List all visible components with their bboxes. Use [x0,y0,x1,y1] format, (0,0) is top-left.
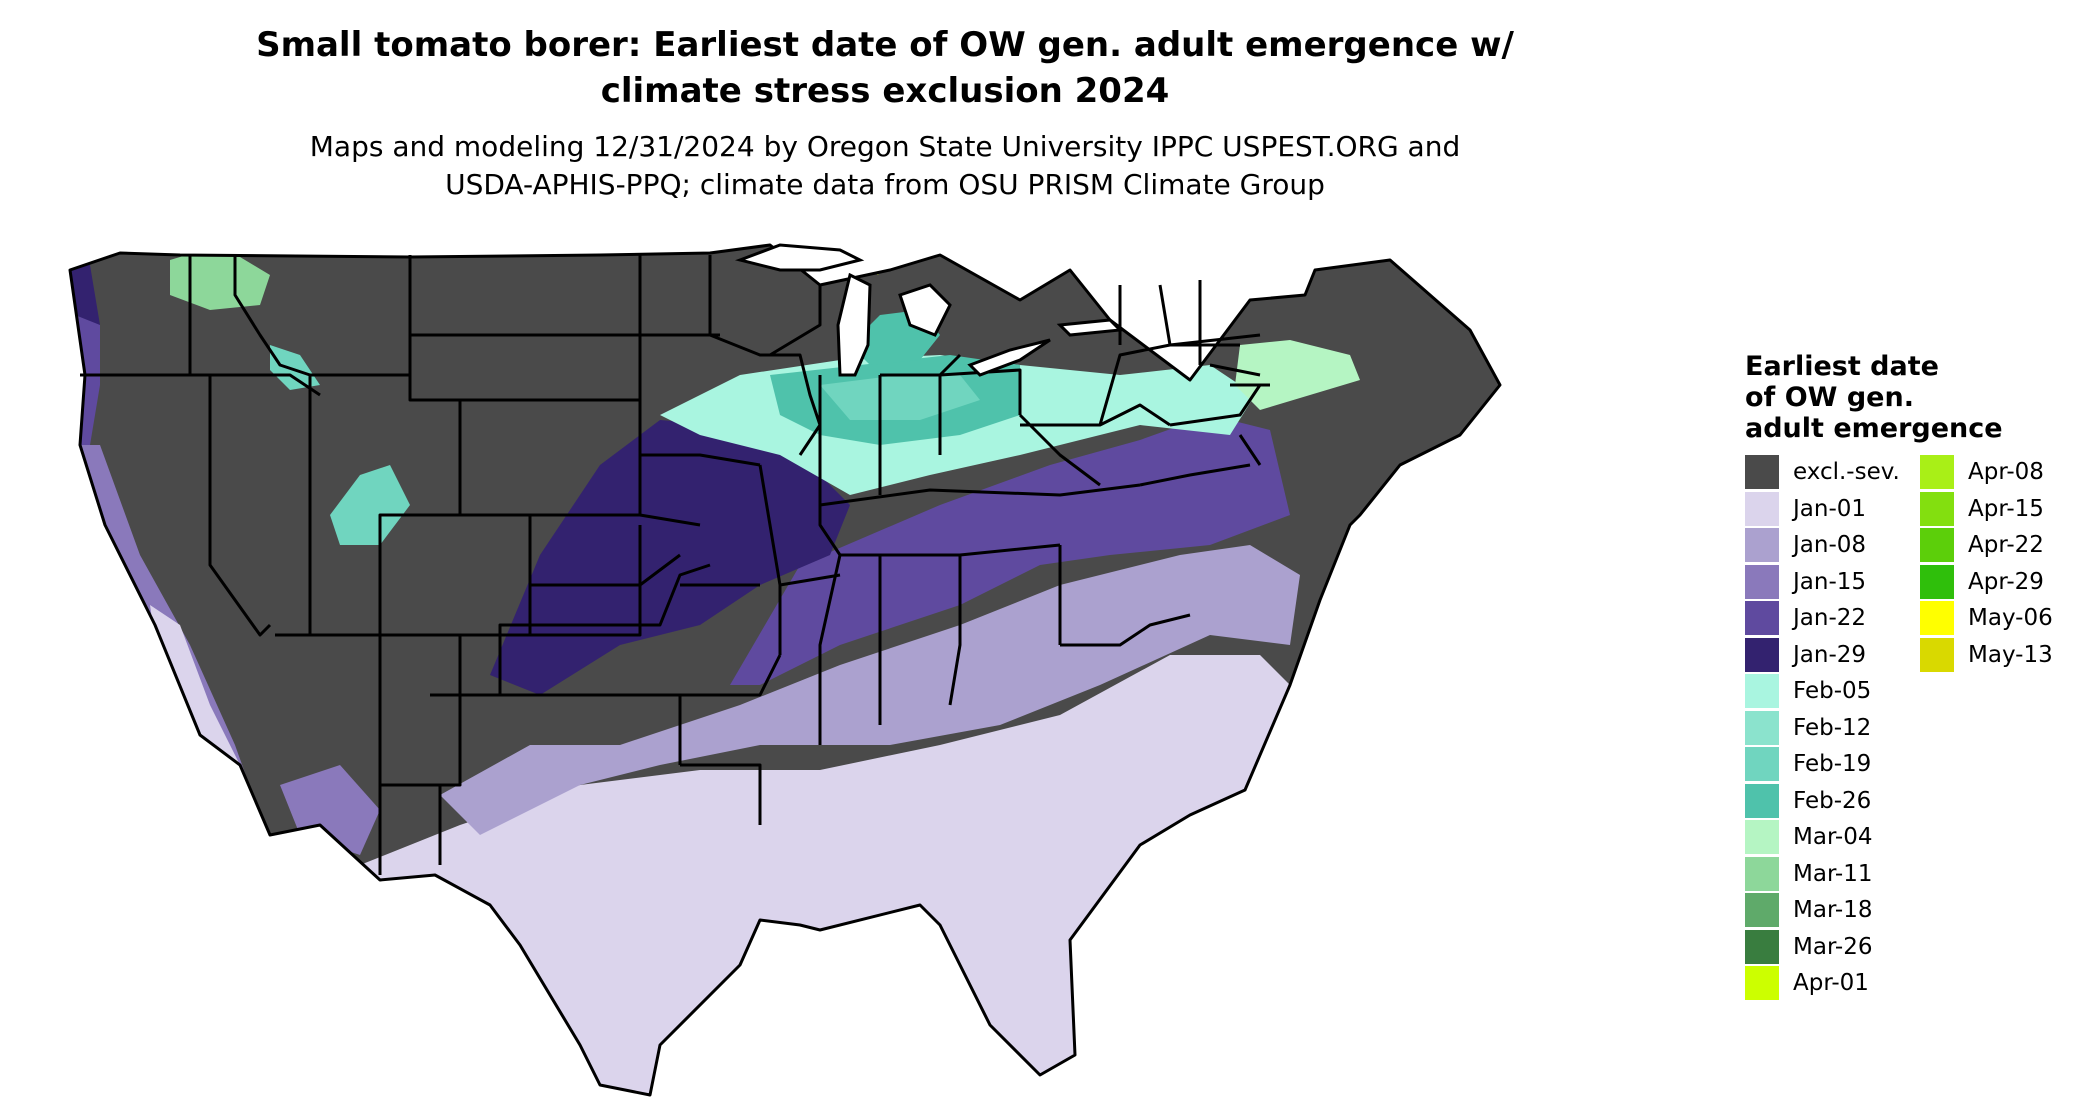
legend-item: Feb-12 [1745,710,1900,747]
legend-label: Apr-15 [1968,495,2044,522]
zone-feb-19-plateau [330,465,410,545]
legend-swatch [1920,564,1954,599]
zone-mar-04-northeast [1235,340,1360,410]
legend-item: Jan-29 [1745,637,1900,674]
legend-label: Feb-19 [1793,751,1872,778]
lake-michigan [836,272,872,377]
legend-label: Jan-29 [1793,641,1867,668]
legend-item: Feb-26 [1745,783,1900,820]
legend-swatch [1920,455,1954,490]
lake-huron [898,283,952,337]
lake-erie [967,338,1051,377]
zone-jan-01 [360,655,1300,1095]
legend-swatch [1745,820,1779,855]
legend-swatch [1920,528,1954,563]
legend-column-2: Apr-08 Apr-15 Apr-22 Apr-29 May-06 May-1… [1920,454,2053,673]
legend-swatch [1745,929,1779,964]
great-lakes [734,243,1124,377]
legend-label: May-13 [1968,641,2053,668]
legend-swatch [1745,856,1779,891]
legend-item: Mar-04 [1745,819,1900,856]
legend-item: Feb-05 [1745,673,1900,710]
legend-item: Apr-22 [1920,527,2053,564]
title-line-1: Small tomato borer: Earliest date of OW … [256,25,1514,65]
lake-superior [734,243,865,272]
legend-title-line-3: adult emergence [1745,413,2003,444]
legend-swatch [1745,893,1779,928]
subtitle-line-2: USDA-APHIS-PPQ; climate data from OSU PR… [445,168,1325,201]
legend-swatch [1745,710,1779,745]
legend-item: Jan-15 [1745,564,1900,601]
legend-label: May-06 [1968,605,2053,632]
legend-swatch [1745,455,1779,490]
legend-swatch [1745,966,1779,1001]
legend-title: Earliest date of OW gen. adult emergence [1745,351,2065,444]
zone-mar-11-pnw [170,245,270,310]
legend-swatch [1745,674,1779,709]
legend-title-line-2: of OW gen. [1745,382,1914,413]
legend-item: Jan-01 [1745,491,1900,528]
legend-item: Feb-19 [1745,746,1900,783]
legend-swatch [1920,637,1954,672]
legend-column-1: excl.-sev. Jan-01 Jan-08 Jan-15 Jan-22 J… [1745,454,1900,1002]
legend-label: Jan-15 [1793,568,1867,595]
legend-label: Mar-18 [1793,897,1873,924]
legend-title-line-1: Earliest date [1745,351,1939,382]
legend-label: Feb-05 [1793,678,1872,705]
legend-label: Apr-01 [1793,970,1869,997]
legend-item: Apr-01 [1745,965,1900,1002]
lake-ontario [1056,318,1124,337]
legend-item: Apr-08 [1920,454,2053,491]
map-subtitle: Maps and modeling 12/31/2024 by Oregon S… [120,128,1650,204]
zone-feb-26-idaho [270,345,320,390]
legend-label: Jan-08 [1793,532,1867,559]
map-title: Small tomato borer: Earliest date of OW … [120,22,1650,114]
title-line-2: climate stress exclusion 2024 [600,71,1170,111]
legend-item: Mar-11 [1745,856,1900,893]
legend-swatch [1920,491,1954,526]
legend-item: Jan-22 [1745,600,1900,637]
legend-item: May-06 [1920,600,2053,637]
legend-item: excl.-sev. [1745,454,1900,491]
legend-swatch [1745,564,1779,599]
legend-item: May-13 [1920,637,2053,674]
legend-label: excl.-sev. [1793,459,1900,486]
legend-item: Jan-08 [1745,527,1900,564]
legend-label: Feb-26 [1793,787,1872,814]
legend-label: Mar-11 [1793,860,1873,887]
subtitle-line-1: Maps and modeling 12/31/2024 by Oregon S… [309,130,1461,163]
legend-swatch [1920,601,1954,636]
legend-label: Feb-12 [1793,714,1872,741]
legend-swatch [1745,491,1779,526]
zone-jan-08 [440,545,1300,835]
legend-item: Mar-26 [1745,929,1900,966]
legend-swatch [1745,747,1779,782]
legend-swatch [1745,783,1779,818]
legend-swatch [1745,637,1779,672]
legend-swatch [1745,601,1779,636]
legend-item: Apr-29 [1920,564,2053,601]
legend-label: Mar-26 [1793,933,1873,960]
legend-item: Mar-18 [1745,892,1900,929]
state-boundaries [68,243,1502,1097]
legend-label: Mar-04 [1793,824,1873,851]
legend-label: Apr-29 [1968,568,2044,595]
legend-label: Jan-01 [1793,495,1867,522]
legend-label: Jan-22 [1793,605,1867,632]
legend-label: Apr-22 [1968,532,2044,559]
legend-swatch [1745,528,1779,563]
us-emergence-map [68,243,1502,1097]
legend-label: Apr-08 [1968,459,2044,486]
legend-item: Apr-15 [1920,491,2053,528]
